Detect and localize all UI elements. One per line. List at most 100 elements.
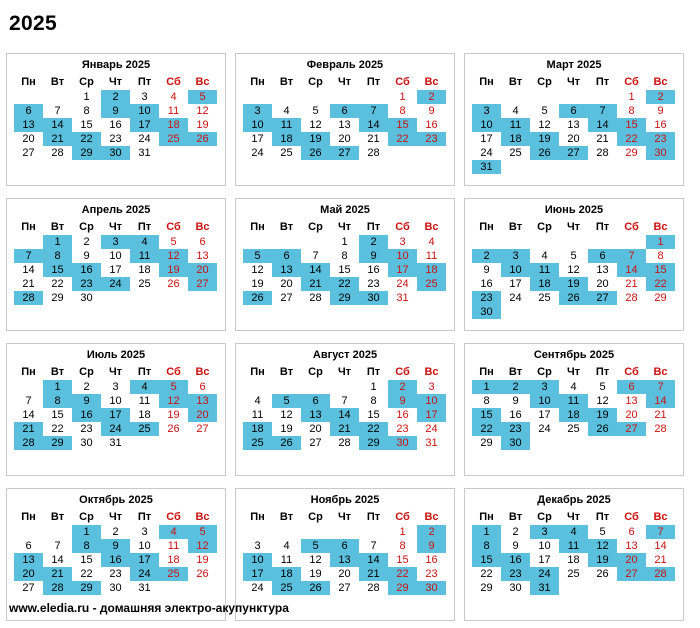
week-row: 15 16 17 18 19 20 21 [472,408,675,422]
day-cell: 24 [538,423,551,435]
week-row: 13 14 15 16 17 18 19 [14,553,217,567]
day-cell: 11 [130,249,159,263]
day-cell: 16 [425,554,438,566]
day-cell: 15 [80,119,93,131]
day-cell: 26 [167,278,180,290]
day-cell: 5 [272,394,301,408]
empty-cell [243,380,272,394]
day-cell: 30 [501,436,530,450]
weekday-label: Вс [195,76,210,88]
day-cell: 7 [14,249,43,263]
weekday-label: Пн [479,511,494,523]
empty-cell [159,146,188,160]
week-row: 5 6 7 8 9 10 11 [243,249,446,263]
footer-site-link[interactable]: www.eledia.ru - домашняя электро-акупунк… [9,601,289,615]
day-cell: 26 [588,422,617,436]
weekday-header: Пн Вт Ср Чт Пт Сб Вс [14,75,217,89]
day-cell: 5 [159,380,188,394]
day-cell: 26 [196,568,209,580]
day-cell: 2 [112,526,119,538]
day-cell: 17 [130,553,159,567]
empty-cell [530,436,559,450]
day-cell: 5 [599,381,606,393]
day-cell: 5 [301,539,330,553]
empty-cell [501,235,530,249]
day-cell: 17 [251,133,264,145]
day-cell: 7 [617,249,646,263]
day-cell: 5 [188,90,217,104]
month-title: Сентябрь 2025 [533,349,615,361]
day-cell: 8 [483,395,490,407]
day-cell: 20 [188,263,217,277]
day-cell: 4 [541,250,548,262]
day-cell: 17 [538,409,551,421]
empty-cell [559,581,588,595]
day-cell: 29 [480,582,493,594]
weekday-label: Сб [395,76,410,88]
week-row: 17 18 19 20 21 22 23 [243,567,446,581]
day-cell: 6 [617,380,646,394]
day-cell: 6 [25,540,32,552]
day-cell: 5 [570,250,577,262]
day-cell: 26 [301,581,330,595]
empty-cell [330,90,359,104]
empty-cell [188,146,217,160]
day-cell: 27 [330,146,359,160]
day-cell: 10 [472,118,501,132]
day-cell: 25 [130,422,159,436]
week-row: 27 28 29 30 31 [14,146,217,160]
empty-cell [559,305,588,319]
day-cell: 31 [138,147,151,159]
day-cell: 9 [657,105,664,117]
weekday-header: Пн Вт Ср Чт Пт Сб Вс [14,220,217,234]
week-row: 14 15 16 17 18 19 20 [14,408,217,422]
day-cell: 6 [588,249,617,263]
day-cell: 4 [283,540,290,552]
day-cell: 13 [625,395,638,407]
day-cell: 29 [625,147,638,159]
empty-cell [617,160,646,174]
week-row: 20 21 22 23 24 25 26 [14,567,217,581]
weekday-label: Пт [137,366,152,378]
day-cell: 26 [301,146,330,160]
empty-cell [559,160,588,174]
day-cell: 11 [530,263,559,277]
weekday-label: Вс [195,511,210,523]
day-cell: 22 [388,567,417,581]
day-cell: 25 [417,277,446,291]
day-cell: 4 [512,105,519,117]
day-cell: 20 [14,567,43,581]
day-cell: 30 [388,436,417,450]
day-cell: 2 [501,380,530,394]
weekday-label: Пт [595,366,610,378]
day-cell: 12 [588,539,617,553]
weekday-label: Пт [137,511,152,523]
day-cell: 24 [251,147,264,159]
day-cell: 2 [512,526,519,538]
day-cell: 29 [388,581,417,595]
weekday-label: Пн [250,366,265,378]
empty-cell [243,235,272,249]
week-row: 24 25 26 27 28 29 30 [472,146,675,160]
day-cell: 18 [138,409,151,421]
day-cell: 15 [367,409,380,421]
day-cell: 18 [167,554,180,566]
day-cell: 12 [567,264,580,276]
week-row: 10 11 12 13 14 15 16 [243,553,446,567]
day-cell: 20 [22,133,35,145]
day-cell: 9 [101,539,130,553]
weekday-label: Пн [250,76,265,88]
weekday-label: Пн [250,511,265,523]
weekday-label: Пн [479,76,494,88]
day-cell: 15 [51,409,64,421]
day-cell: 10 [388,249,417,263]
weekday-label: Чт [337,366,352,378]
day-cell: 6 [272,249,301,263]
weekday-header: Пн Вт Ср Чт Пт Сб Вс [472,510,675,524]
week-row: 10 11 12 13 14 15 16 [243,118,446,132]
week-row: 31 [472,160,675,174]
weekday-header: Пн Вт Ср Чт Пт Сб Вс [243,510,446,524]
day-cell: 12 [309,119,322,131]
day-cell: 8 [72,539,101,553]
